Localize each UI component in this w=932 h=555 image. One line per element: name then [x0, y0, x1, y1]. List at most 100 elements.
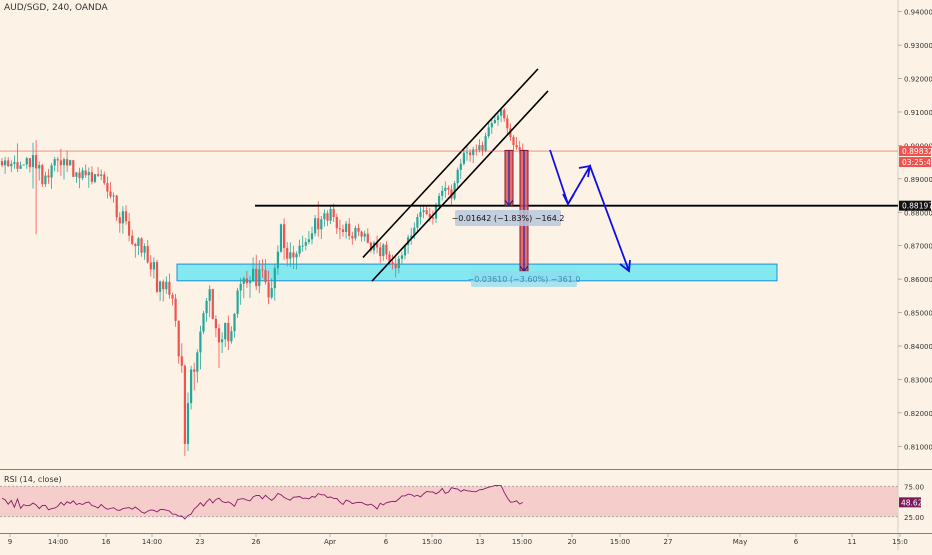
- candle-body: [441, 190, 444, 196]
- time-tick-label: May: [733, 538, 747, 546]
- candle-body: [10, 163, 13, 167]
- channel-lower-line[interactable]: [371, 90, 549, 282]
- rsi-lower-label: 25.00: [904, 514, 924, 522]
- candle-body: [326, 213, 329, 221]
- candle-body: [202, 313, 205, 332]
- candle-body: [261, 269, 264, 271]
- candle-body: [276, 251, 279, 269]
- horizontal-level-badge: [899, 200, 931, 211]
- candle-body: [279, 224, 283, 252]
- candle-body: [496, 115, 500, 121]
- candle-body: [314, 218, 317, 234]
- candle-body: [270, 288, 273, 298]
- candle-body: [490, 123, 493, 128]
- candle-body: [66, 159, 69, 166]
- drawings[interactable]: −0.01642 (−1.83%) −164.2 −0.03610 (−3.60…: [0, 68, 898, 287]
- candle-body: [388, 254, 391, 263]
- candle-body: [338, 228, 341, 230]
- candle-body: [341, 229, 345, 232]
- candle-body: [462, 152, 465, 164]
- candle-body: [348, 223, 351, 237]
- candle-body: [518, 147, 521, 150]
- candle-body: [221, 339, 224, 343]
- price-axis[interactable]: 0.940000.930000.920000.910000.900000.890…: [898, 9, 932, 452]
- price-tick-label: 0.86000: [904, 276, 932, 284]
- candle-body: [56, 159, 59, 161]
- rsi-pane: [0, 485, 898, 520]
- candle-body: [298, 245, 301, 254]
- rsi-value-label: 48.62: [901, 498, 923, 507]
- candle-body: [25, 158, 28, 165]
- candle-body: [500, 109, 503, 116]
- rsi-line: [1, 485, 524, 520]
- candle-body: [28, 158, 31, 168]
- candle-body: [515, 145, 518, 148]
- countdown-badge: [899, 157, 931, 168]
- candle-body: [84, 170, 87, 176]
- projection-arrowhead-3: [619, 259, 631, 273]
- candle-body: [382, 244, 385, 257]
- candle-body: [493, 120, 496, 124]
- candle-body: [245, 278, 248, 284]
- time-tick-label: 6: [384, 538, 389, 546]
- candle-body: [487, 127, 490, 137]
- price-tick-label: 0.92000: [904, 76, 932, 84]
- candle-body: [345, 223, 348, 232]
- candle-body: [90, 172, 93, 182]
- time-tick-label: 23: [196, 538, 205, 546]
- time-tick-label: Apr: [324, 538, 336, 546]
- candle-body: [391, 262, 394, 265]
- price-tick-label: 0.93000: [904, 42, 932, 50]
- candle-body: [258, 269, 261, 287]
- channel-upper-line[interactable]: [362, 68, 539, 258]
- time-tick-label: 6: [794, 538, 799, 546]
- candle-body: [112, 195, 115, 197]
- candle-body: [137, 238, 140, 247]
- price-tick-label: 0.87000: [904, 243, 932, 251]
- candle-body: [394, 264, 397, 269]
- candle-body: [301, 245, 304, 247]
- projection-arrowhead-2: [578, 164, 592, 178]
- time-tick-label: 20: [568, 538, 577, 546]
- candle-body: [469, 152, 472, 156]
- projection-arrow-path[interactable]: [549, 149, 630, 272]
- candle-body: [183, 365, 186, 444]
- candle-body: [124, 211, 128, 222]
- candle-body: [360, 231, 363, 237]
- candle-body: [425, 210, 428, 214]
- candle-body: [242, 278, 245, 284]
- candle-body: [456, 169, 459, 184]
- candle-body: [478, 145, 481, 151]
- candle-body: [159, 281, 162, 292]
- price-badges: 0.89832 03:25:49 0.88197 48.62: [899, 146, 932, 508]
- time-tick-label: 15:00: [422, 538, 442, 546]
- candle-body: [317, 218, 320, 230]
- candle-body: [447, 187, 450, 190]
- candle-body: [35, 155, 38, 169]
- candle-body: [422, 210, 425, 212]
- rsi-title: RSI (14, close): [4, 475, 62, 484]
- candle-body: [134, 244, 137, 247]
- candle-body: [227, 322, 230, 342]
- candle-body: [162, 281, 165, 290]
- candle-body: [320, 219, 323, 230]
- measure-2-label-box: [471, 271, 577, 287]
- candle-body: [304, 242, 307, 246]
- candle-body: [410, 235, 413, 238]
- candle-body: [38, 165, 41, 169]
- candle-body: [335, 216, 338, 229]
- candle-body: [211, 289, 214, 319]
- price-tick-label: 0.91000: [904, 109, 932, 117]
- time-axis[interactable]: 9 14:00 16 14:00 23 26 Apr 6 15:00 13 15:00 20 15:00…: [8, 533, 908, 547]
- time-tick-label: 27: [664, 538, 673, 546]
- candle-body: [354, 227, 357, 239]
- candle-body: [431, 217, 434, 219]
- candle-body: [44, 175, 47, 185]
- candle-body: [444, 187, 447, 191]
- candle-body: [323, 213, 326, 220]
- candle-body: [214, 318, 217, 329]
- candle-body: [366, 233, 369, 243]
- candle-body: [283, 224, 286, 249]
- candle-body: [224, 322, 227, 340]
